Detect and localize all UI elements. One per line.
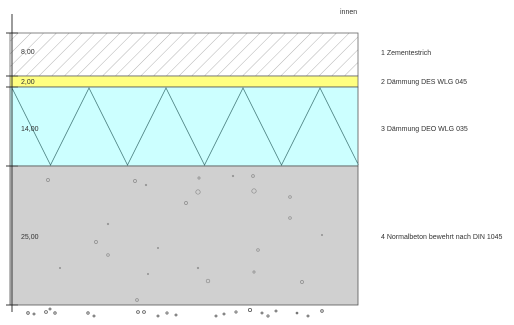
aggregate-dot (156, 246, 160, 250)
layer-concrete: 25,00 4 Normalbeton bewehrt nach DIN 104… (9, 165, 503, 306)
des-fill (9, 75, 359, 88)
concrete-fill (9, 165, 359, 306)
aggregate-dot (46, 178, 50, 182)
ground-dot (266, 314, 270, 318)
ground-dot (234, 310, 238, 314)
deo-zigzag-hatch (11, 87, 359, 166)
layer-screed: 8,00 1 Zementestrich (9, 32, 431, 77)
aggregate-dot (106, 222, 110, 226)
layer-thickness-deo: 14,00 (21, 126, 39, 133)
aggregate-dot (197, 176, 201, 180)
ground-dot (222, 312, 226, 316)
aggregate-dot (184, 201, 188, 205)
aggregate-dot (195, 189, 201, 195)
layer-name-deo: 3 Dämmung DEO WLG 035 (381, 126, 468, 133)
layer-thickness-screed: 8,00 (21, 49, 35, 56)
ground-dot (260, 311, 264, 315)
aggregate-dot (300, 280, 304, 284)
layer-thickness-des: 2,00 (21, 79, 35, 86)
ground-dot (247, 307, 252, 312)
aggregate-dot (288, 195, 292, 199)
layer-name-concrete: 4 Normalbeton bewehrt nach DIN 1045 (381, 234, 503, 241)
ground-dot (295, 311, 299, 315)
ground-dot (53, 311, 57, 315)
screed-hatch (9, 32, 359, 77)
aggregate-dot (231, 174, 235, 178)
deo-fill (9, 86, 359, 167)
aggregate-dot (196, 266, 200, 270)
layer-name-screed: 1 Zementestrich (381, 50, 431, 57)
layer-name-des: 2 Dämmung DES WLG 045 (381, 79, 467, 86)
aggregate-dot (58, 266, 62, 270)
ground-dot (142, 310, 146, 314)
ground-dot (86, 311, 90, 315)
aggregate-dot (133, 179, 137, 183)
inside-label: innen (340, 9, 357, 16)
aggregate-dot (251, 174, 255, 178)
layer-thickness-concrete: 25,00 (21, 234, 39, 241)
aggregate-dot (146, 272, 150, 276)
aggregate-dot (144, 183, 148, 187)
aggregate-dot (252, 270, 256, 274)
concrete-aggregate (46, 174, 324, 302)
ground-dot (136, 310, 140, 314)
aggregate-dot (256, 248, 260, 252)
ground-dot (92, 314, 96, 318)
dimension-line (6, 14, 18, 312)
aggregate-dot (135, 298, 139, 302)
aggregate-dot (251, 188, 257, 194)
ground-dot (165, 311, 169, 315)
aggregate-dot (94, 240, 98, 244)
ground-dot (48, 307, 52, 311)
aggregate-dot (320, 233, 324, 237)
aggregate-dot (106, 253, 110, 257)
ground-dot (306, 314, 310, 318)
aggregate-dot (288, 216, 292, 220)
layer-insulation-des: 2,00 2 Dämmung DES WLG 045 (9, 75, 467, 88)
ground-symbol (26, 307, 324, 318)
ground-dot (214, 314, 218, 318)
ground-dot (320, 309, 324, 313)
ground-dot (44, 310, 48, 314)
aggregate-dot (205, 278, 211, 284)
layer-insulation-deo: 14,00 3 Dämmung DEO WLG 035 (9, 86, 468, 167)
ground-dot (274, 309, 278, 313)
ground-dot (156, 314, 160, 318)
ground-dot (174, 313, 178, 317)
ground-dot (26, 311, 30, 315)
ground-dot (32, 312, 36, 316)
